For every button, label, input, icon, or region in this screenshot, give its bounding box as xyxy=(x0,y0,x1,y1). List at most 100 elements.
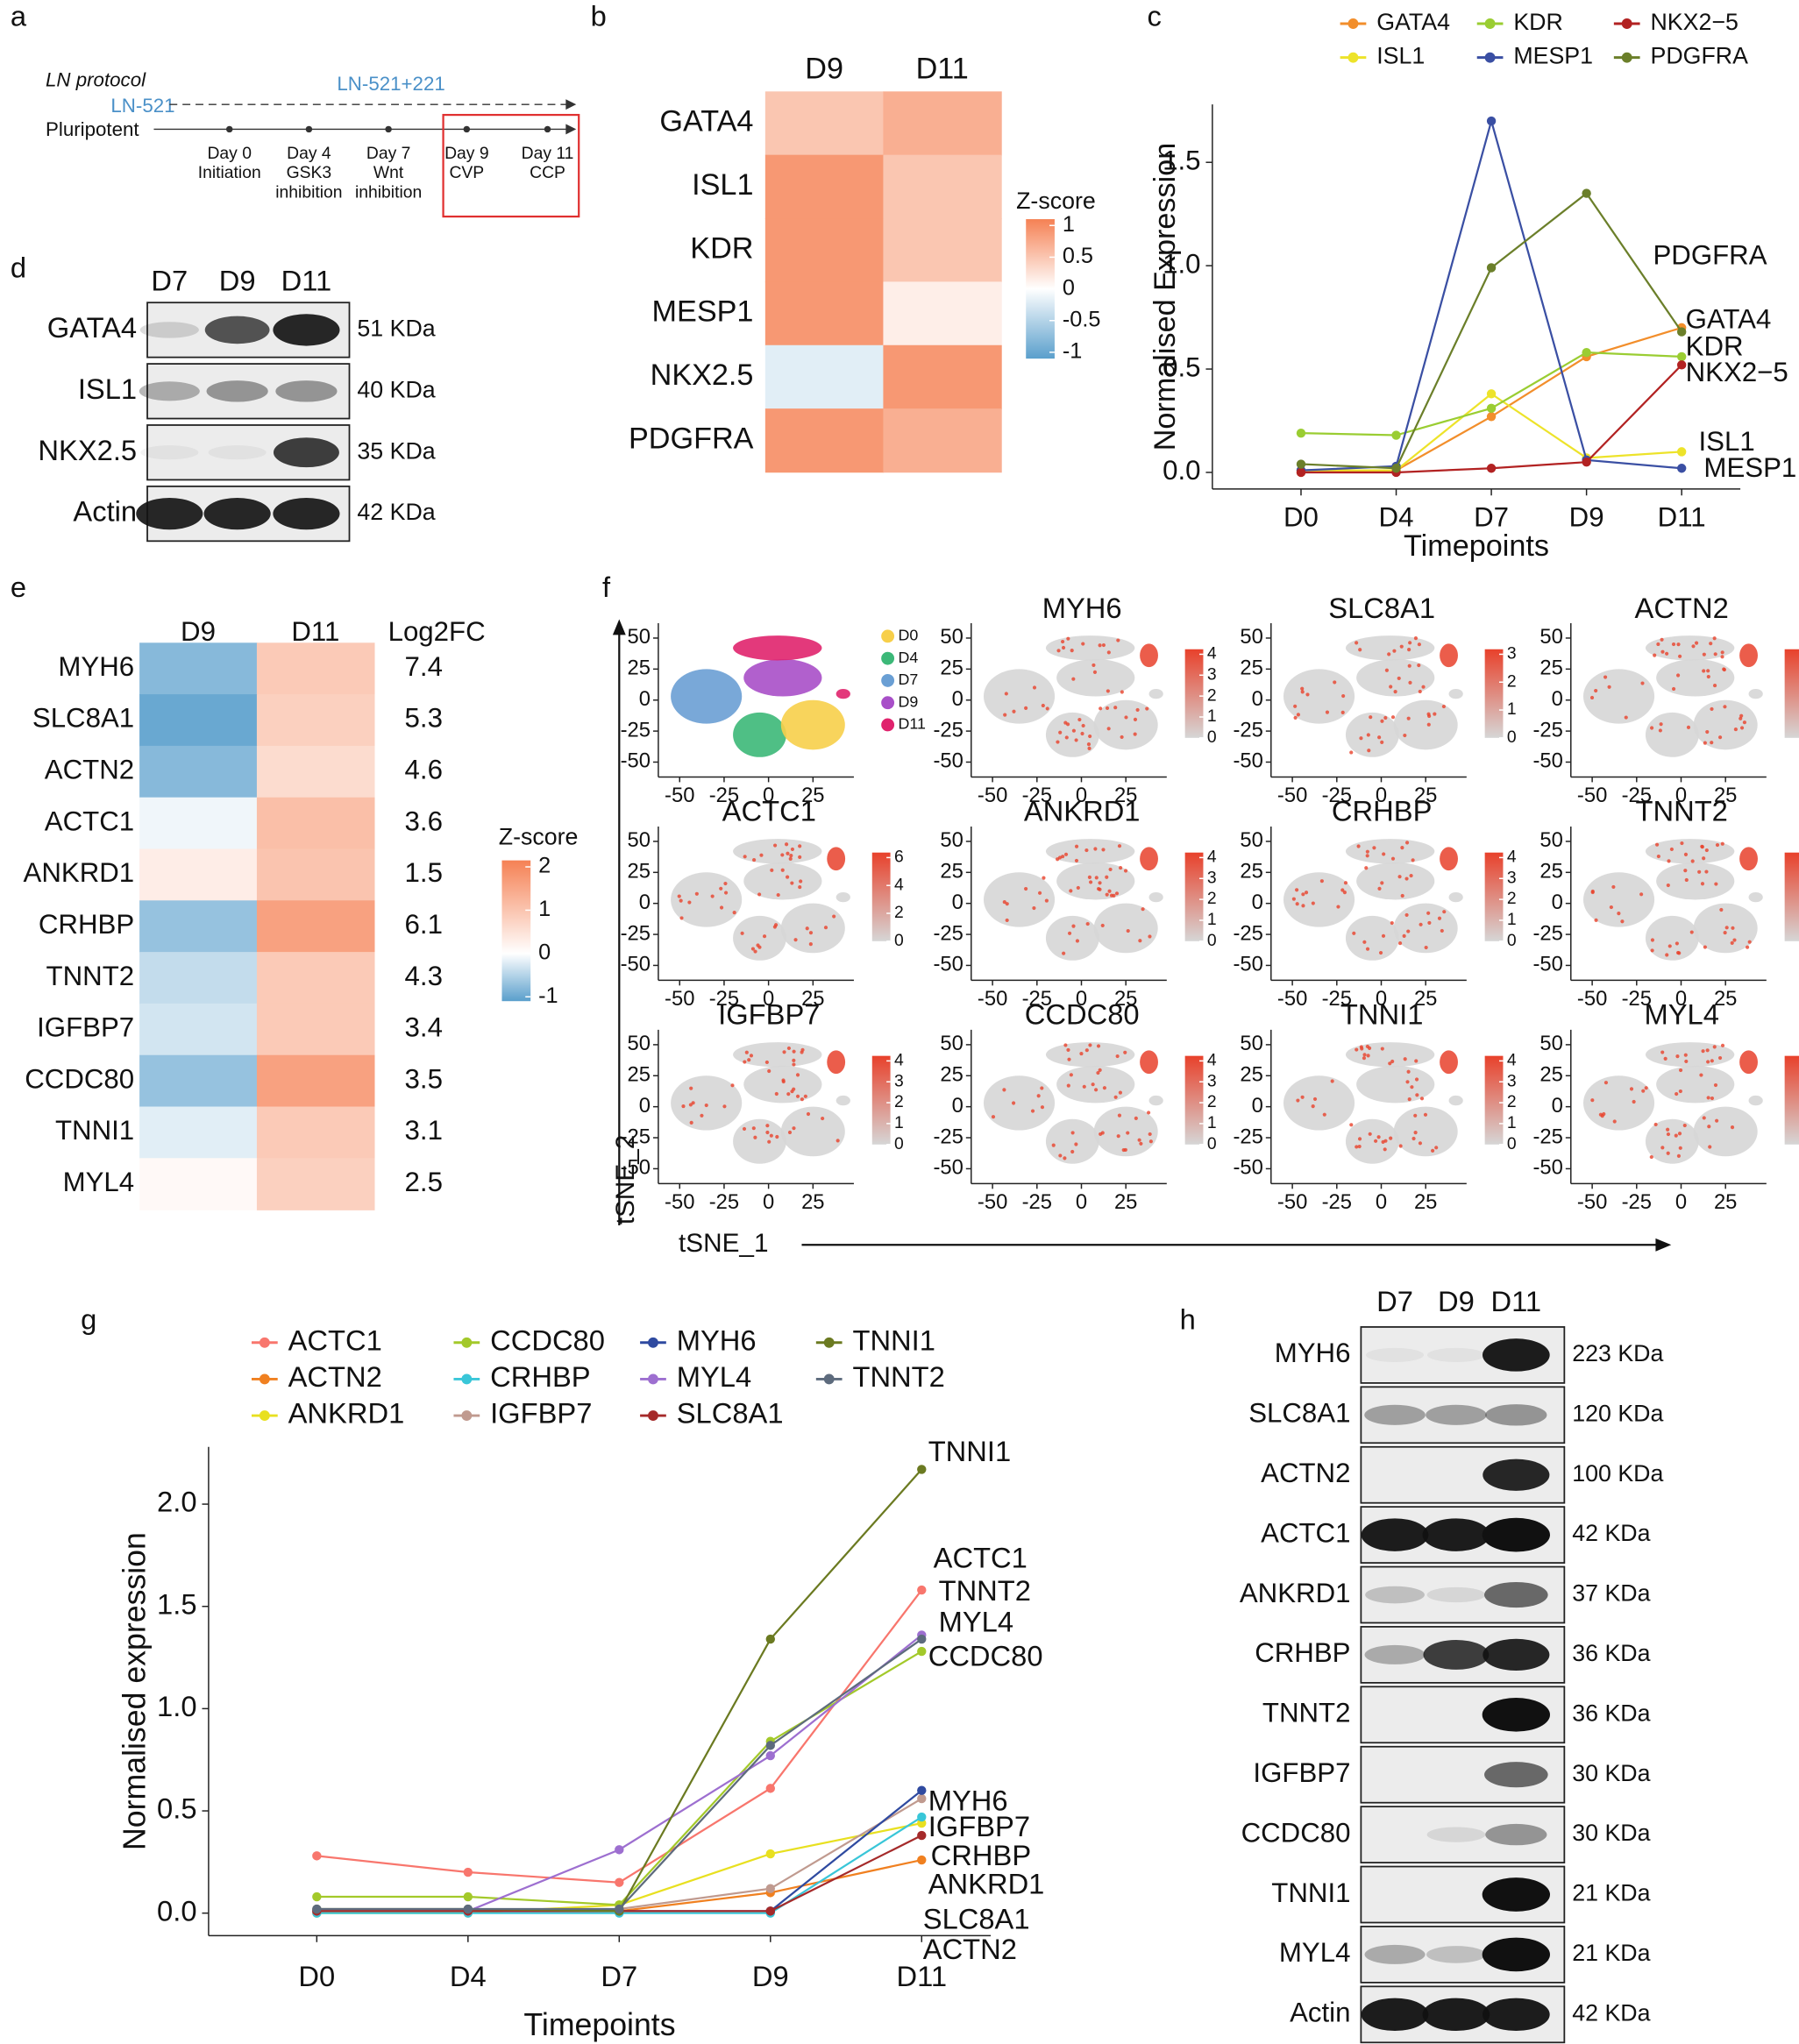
x-tick-label: -50 xyxy=(665,1190,694,1214)
expression-dot xyxy=(1390,856,1396,861)
heat-cell xyxy=(139,1158,258,1210)
expression-dot xyxy=(1124,715,1128,720)
heat-cell xyxy=(764,408,885,473)
step-label: CCP xyxy=(530,164,565,182)
gene-title: MYH6 xyxy=(1042,592,1122,624)
expression-dot xyxy=(795,1073,800,1077)
expression-dot xyxy=(1609,905,1613,910)
log2fc-value: 7.4 xyxy=(405,651,443,682)
expression-dot xyxy=(1044,898,1049,903)
colorbar-tick-label: 4 xyxy=(1507,1051,1517,1069)
legend-label: ACTN2 xyxy=(288,1360,382,1393)
colorbar-tick-label: 0.5 xyxy=(1063,244,1093,268)
expression-dot xyxy=(765,1130,770,1135)
size-label: 21 KDa xyxy=(1572,1940,1650,1966)
y-tick-label: 50 xyxy=(1240,828,1262,852)
gene-title: ACTN2 xyxy=(1635,592,1729,624)
expression-dot xyxy=(1403,1057,1407,1061)
heat-cell xyxy=(883,154,1002,219)
expression-dot xyxy=(805,926,809,931)
x-tick-label: D0 xyxy=(1283,501,1319,532)
panel-label: a xyxy=(11,0,27,32)
expression-dot xyxy=(1062,951,1066,955)
expression-dot xyxy=(1088,734,1092,739)
tsne-y-title: tSNE_2 xyxy=(611,1135,640,1224)
expression-dot xyxy=(1660,637,1664,642)
x-tick-label: D0 xyxy=(298,1960,335,1992)
data-point xyxy=(1391,430,1401,440)
y-tick-label: 50 xyxy=(1539,1032,1562,1055)
expression-dot xyxy=(679,916,684,920)
expression-dot xyxy=(1380,1047,1384,1051)
expression-dot xyxy=(1123,1147,1127,1152)
size-label: 36 KDa xyxy=(1572,1700,1650,1726)
cell-cloud xyxy=(1045,635,1135,661)
expression-dot xyxy=(1063,852,1069,856)
expression-dot xyxy=(1349,750,1354,755)
heat-cell xyxy=(256,1106,375,1160)
gene-title: MYL4 xyxy=(1644,998,1718,1031)
cell-cloud xyxy=(1582,872,1655,927)
heat-cell xyxy=(256,1003,375,1056)
expression-dot xyxy=(1694,641,1699,645)
expression-dot xyxy=(1682,1123,1687,1128)
expression-dot xyxy=(1677,951,1682,955)
y-tick-label: 25 xyxy=(1240,1063,1262,1087)
cell-cloud xyxy=(1656,1065,1735,1104)
protein-label: GATA4 xyxy=(47,311,137,344)
expression-dot xyxy=(1611,884,1616,890)
expression-dot xyxy=(1119,866,1123,870)
expression-dot xyxy=(1011,1101,1016,1105)
colorbar xyxy=(1184,649,1204,738)
blot-band xyxy=(1365,1586,1425,1604)
expression-dot xyxy=(1705,729,1710,735)
expression-dot xyxy=(1051,1143,1056,1147)
expression-dot xyxy=(1617,912,1621,916)
expression-dot xyxy=(1406,929,1411,933)
expression-dot xyxy=(1105,706,1110,711)
expression-dot xyxy=(1590,890,1595,895)
expression-dot xyxy=(1706,1096,1710,1100)
expression-dot xyxy=(1423,1112,1428,1117)
expression-dot xyxy=(1061,639,1065,644)
expression-dot xyxy=(1723,705,1727,709)
blot-band xyxy=(1483,1458,1550,1491)
expression-dot xyxy=(1414,1059,1419,1063)
series-end-label: ANKRD1 xyxy=(928,1867,1045,1899)
row-label: MYL4 xyxy=(63,1167,135,1197)
expression-dot xyxy=(1663,1056,1667,1061)
expression-dot xyxy=(1099,706,1103,711)
expression-dot xyxy=(1343,881,1348,885)
heat-cell xyxy=(256,952,375,1004)
legend-swatch xyxy=(648,1373,658,1385)
legend-swatch xyxy=(461,1337,473,1348)
legend-label: KDR xyxy=(1513,9,1562,35)
expression-dot xyxy=(1660,1146,1665,1150)
series-end-label: ACTC1 xyxy=(934,1542,1027,1574)
expression-dot xyxy=(1087,746,1091,750)
blot-band xyxy=(1483,1638,1550,1671)
expression-dot xyxy=(1442,910,1447,914)
expression-dot xyxy=(1089,880,1093,884)
expression-dot xyxy=(803,1094,807,1098)
x-tick-label: -50 xyxy=(665,784,694,807)
expression-dot xyxy=(1084,1048,1089,1053)
legend-swatch xyxy=(461,1410,473,1422)
expression-dot xyxy=(792,1087,796,1091)
expression-dot xyxy=(770,868,774,872)
expression-dot xyxy=(1404,877,1409,881)
cell-cloud xyxy=(1748,891,1763,903)
protein-label: MYH6 xyxy=(1275,1338,1351,1368)
heat-cell xyxy=(139,1054,258,1108)
colorbar-tick-label: -1 xyxy=(538,983,558,1008)
expression-dot xyxy=(786,1046,792,1051)
expression-dot xyxy=(1702,669,1706,673)
expression-dot xyxy=(1382,852,1386,856)
series-end-label: ACTN2 xyxy=(923,1933,1017,1965)
colorbar-tick-label: -1 xyxy=(1063,339,1082,364)
x-tick-label: 0 xyxy=(1376,987,1387,1011)
expression-dot xyxy=(1359,1045,1363,1049)
gene-title: TNNI1 xyxy=(1340,998,1424,1031)
cell-cloud xyxy=(1056,862,1135,900)
x-tick-label: D11 xyxy=(896,1960,947,1992)
